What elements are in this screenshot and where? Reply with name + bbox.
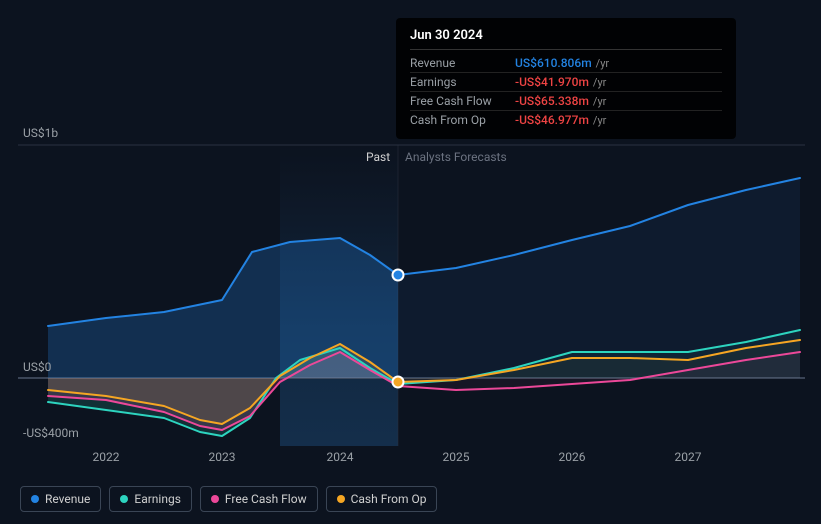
tooltip-metric-label: Free Cash Flow: [410, 94, 515, 108]
x-axis-label: 2026: [559, 450, 586, 464]
tooltip-metric-value: -US$65.338m: [515, 94, 589, 108]
tooltip-metric-label: Cash From Op: [410, 113, 515, 127]
tooltip-metric-value: -US$46.977m: [515, 113, 589, 127]
legend-item-revenue[interactable]: Revenue: [20, 486, 101, 512]
legend-label: Free Cash Flow: [225, 492, 307, 506]
tooltip-row: Earnings-US$41.970m/yr: [410, 73, 722, 92]
x-axis-label: 2027: [675, 450, 702, 464]
x-axis-label: 2022: [93, 450, 120, 464]
tooltip-metric-value: US$610.806m: [515, 56, 592, 70]
tooltip-row: Free Cash Flow-US$65.338m/yr: [410, 92, 722, 111]
legend-item-earnings[interactable]: Earnings: [109, 486, 192, 512]
x-axis-label: 2023: [209, 450, 236, 464]
x-axis-label: 2024: [327, 450, 354, 464]
tooltip-row: RevenueUS$610.806m/yr: [410, 54, 722, 73]
legend-label: Earnings: [134, 492, 181, 506]
legend-label: Cash From Op: [351, 492, 427, 506]
tooltip-unit: /yr: [596, 57, 609, 70]
y-axis-label: US$0: [23, 360, 51, 374]
revenue-forecast-chart: Jun 30 2024 RevenueUS$610.806m/yrEarning…: [0, 0, 821, 524]
tooltip-metric-value: -US$41.970m: [515, 75, 589, 89]
tooltip-date: Jun 30 2024: [410, 28, 722, 50]
legend-dot-icon: [120, 495, 128, 503]
tooltip-unit: /yr: [593, 95, 606, 108]
tooltip-unit: /yr: [593, 76, 606, 89]
y-axis-label: US$1b: [23, 126, 58, 140]
tooltip-metric-label: Revenue: [410, 56, 515, 70]
past-label: Past: [366, 150, 390, 164]
legend-item-cash-from-op[interactable]: Cash From Op: [326, 486, 438, 512]
forecast-label: Analysts Forecasts: [405, 150, 507, 164]
legend-dot-icon: [211, 495, 219, 503]
tooltip-metric-label: Earnings: [410, 75, 515, 89]
y-axis-label: -US$400m: [23, 426, 79, 440]
tooltip-unit: /yr: [593, 114, 606, 127]
legend-item-free-cash-flow[interactable]: Free Cash Flow: [200, 486, 318, 512]
tooltip-row: Cash From Op-US$46.977m/yr: [410, 111, 722, 129]
chart-legend: Revenue Earnings Free Cash Flow Cash From O…: [20, 486, 437, 512]
x-axis-label: 2025: [443, 450, 470, 464]
legend-dot-icon: [31, 495, 39, 503]
legend-label: Revenue: [45, 492, 90, 506]
legend-dot-icon: [337, 495, 345, 503]
chart-tooltip: Jun 30 2024 RevenueUS$610.806m/yrEarning…: [396, 18, 736, 139]
